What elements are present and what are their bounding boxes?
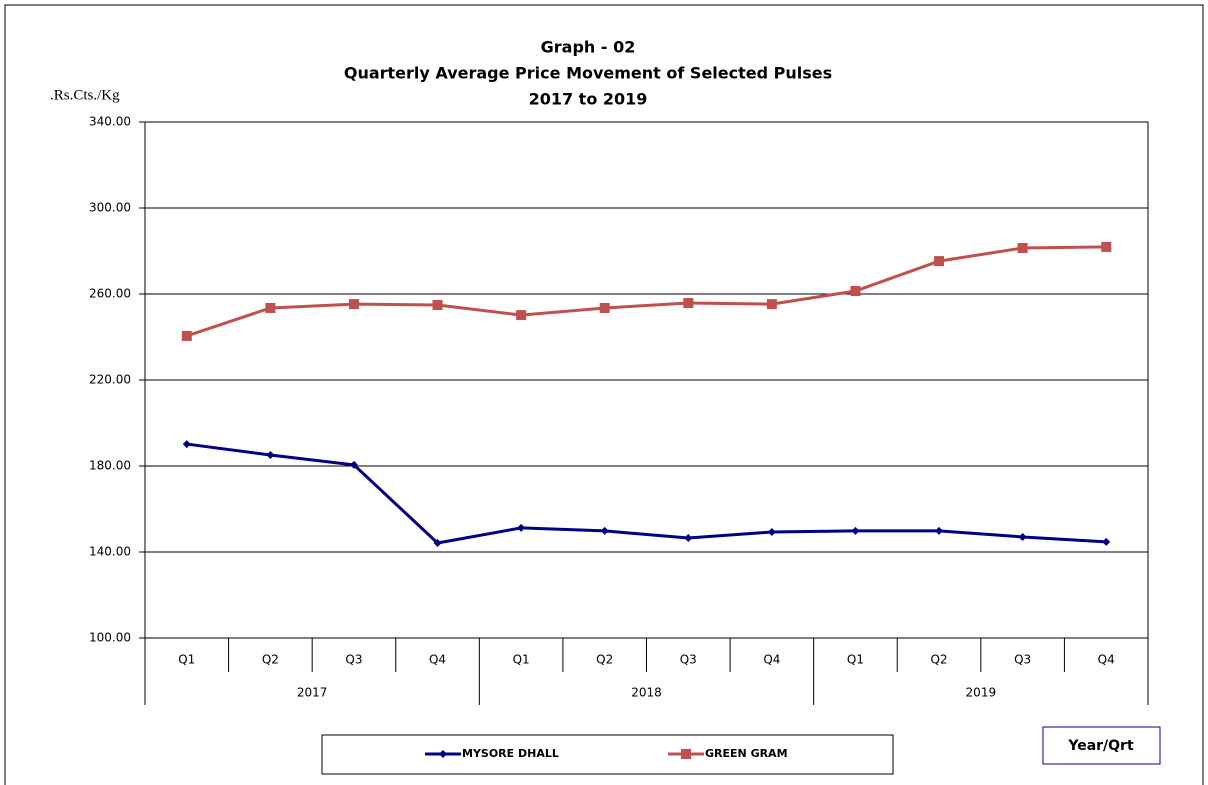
data-point [850, 285, 861, 296]
y-tick-label: 340.00 [89, 115, 131, 129]
data-point [432, 299, 443, 310]
data-point [516, 310, 527, 321]
x-tick-label: Q3 [680, 653, 697, 667]
legend-label: GREEN GRAM [705, 747, 788, 760]
x-tick-label: Q4 [763, 653, 780, 667]
x-tick-label: Q3 [1014, 653, 1031, 667]
data-point [767, 528, 776, 537]
data-point [851, 526, 860, 535]
chart-frame [4, 4, 1204, 785]
data-point [265, 302, 276, 313]
data-point [433, 538, 442, 547]
chart-title: 2017 to 2019 [529, 90, 648, 109]
y-tick-label: 300.00 [89, 201, 131, 215]
data-point [684, 534, 693, 543]
x-axis-label-box [1042, 726, 1161, 765]
legend-marker [439, 750, 447, 758]
y-tick-label: 140.00 [89, 545, 131, 559]
data-point [683, 298, 694, 309]
data-point [349, 460, 358, 469]
chart-title: Quarterly Average Price Movement of Sele… [344, 64, 832, 83]
x-group-label: 2017 [297, 686, 328, 700]
x-tick-label: Q2 [262, 653, 279, 667]
data-point [182, 440, 191, 449]
y-axis-label: .Rs.Cts./Kg [50, 87, 120, 103]
x-tick-label: Q1 [847, 653, 864, 667]
data-point [266, 451, 275, 460]
x-tick-label: Q4 [1098, 653, 1115, 667]
x-tick-label: Q3 [345, 653, 362, 667]
data-point [517, 523, 526, 532]
data-point [599, 302, 610, 313]
series-line [186, 442, 1107, 545]
legend-label: MYSORE DHALL [462, 747, 559, 760]
data-point [766, 299, 777, 310]
x-tick-label: Q1 [513, 653, 530, 667]
x-tick-label: Q1 [178, 653, 195, 667]
x-tick-label: Q2 [930, 653, 947, 667]
x-group-label: 2018 [631, 686, 662, 700]
data-point [935, 526, 944, 535]
data-point [1018, 532, 1027, 541]
data-point [1102, 537, 1111, 546]
legend [321, 734, 894, 775]
x-tick-label: Q4 [429, 653, 446, 667]
data-point [348, 299, 359, 310]
x-tick-label: Q2 [596, 653, 613, 667]
y-tick-label: 180.00 [89, 459, 131, 473]
x-group-label: 2019 [966, 686, 997, 700]
legend-marker [681, 749, 691, 759]
y-tick-label: 260.00 [89, 287, 131, 301]
series-line [186, 245, 1107, 338]
data-point [1101, 241, 1112, 252]
data-point [600, 526, 609, 535]
data-point [1017, 242, 1028, 253]
data-point [181, 330, 192, 341]
data-point [934, 256, 945, 267]
x-axis-label: Year/Qrt [1067, 738, 1134, 754]
chart-title: Graph - 02 [541, 38, 636, 57]
y-tick-label: 220.00 [89, 373, 131, 387]
y-tick-label: 100.00 [89, 631, 131, 645]
